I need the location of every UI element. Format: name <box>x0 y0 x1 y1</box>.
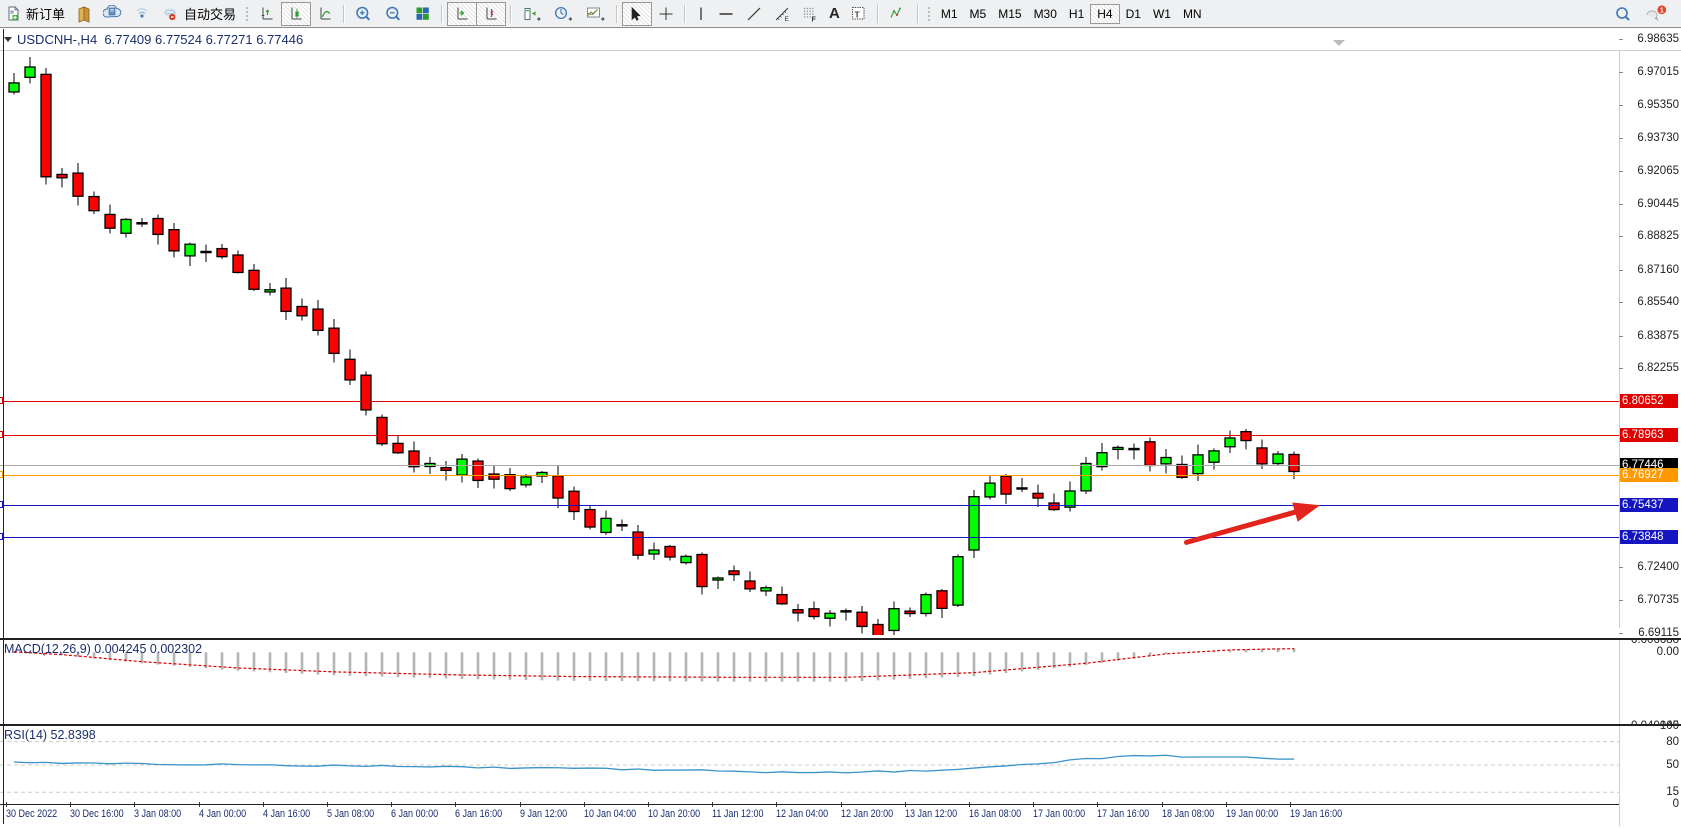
svg-text:E: E <box>785 16 790 23</box>
svg-text:T: T <box>854 9 860 19</box>
svg-text:F: F <box>812 16 817 23</box>
svg-text:1: 1 <box>1660 7 1664 14</box>
